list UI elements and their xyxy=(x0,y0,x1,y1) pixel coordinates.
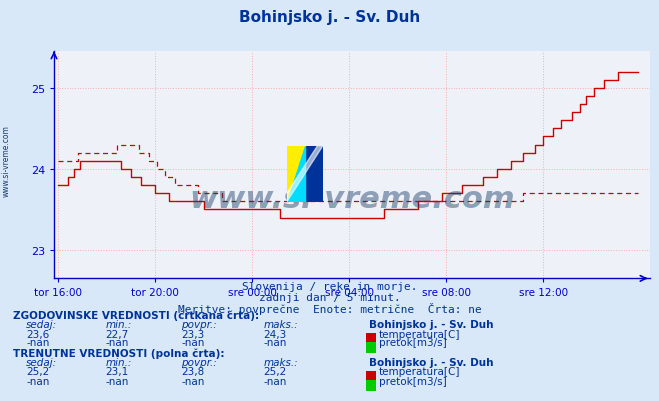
Text: Bohinjsko j. - Sv. Duh: Bohinjsko j. - Sv. Duh xyxy=(369,357,494,367)
Text: 23,6: 23,6 xyxy=(26,329,49,339)
Text: 23,1: 23,1 xyxy=(105,367,129,377)
Polygon shape xyxy=(287,146,323,203)
Text: 23,8: 23,8 xyxy=(181,367,204,377)
Text: Bohinjsko j. - Sv. Duh: Bohinjsko j. - Sv. Duh xyxy=(369,319,494,329)
Text: www.si-vreme.com: www.si-vreme.com xyxy=(189,185,515,214)
Text: ZGODOVINSKE VREDNOSTI (črtkana črta):: ZGODOVINSKE VREDNOSTI (črtkana črta): xyxy=(13,310,259,320)
Polygon shape xyxy=(287,146,304,203)
Polygon shape xyxy=(287,146,323,203)
Text: -nan: -nan xyxy=(264,338,287,348)
Text: -nan: -nan xyxy=(264,376,287,386)
Text: zadnji dan / 5 minut.: zadnji dan / 5 minut. xyxy=(258,292,401,302)
Text: -nan: -nan xyxy=(26,376,49,386)
Text: www.si-vreme.com: www.si-vreme.com xyxy=(2,125,11,196)
Text: Meritve: povprečne  Enote: metrične  Črta: ne: Meritve: povprečne Enote: metrične Črta:… xyxy=(178,302,481,314)
Text: -nan: -nan xyxy=(26,338,49,348)
Text: TRENUTNE VREDNOSTI (polna črta):: TRENUTNE VREDNOSTI (polna črta): xyxy=(13,348,225,358)
Text: maks.:: maks.: xyxy=(264,357,299,367)
Text: sedaj:: sedaj: xyxy=(26,357,57,367)
Polygon shape xyxy=(287,146,304,203)
Polygon shape xyxy=(287,146,323,203)
Text: min.:: min.: xyxy=(105,357,132,367)
Bar xyxy=(304,146,323,203)
Text: -nan: -nan xyxy=(105,376,129,386)
Text: pretok[m3/s]: pretok[m3/s] xyxy=(379,338,447,348)
Text: temperatura[C]: temperatura[C] xyxy=(379,329,461,339)
Text: temperatura[C]: temperatura[C] xyxy=(379,367,461,377)
Text: pretok[m3/s]: pretok[m3/s] xyxy=(379,376,447,386)
Text: 25,2: 25,2 xyxy=(264,367,287,377)
Text: povpr.:: povpr.: xyxy=(181,319,217,329)
Text: -nan: -nan xyxy=(181,376,204,386)
Text: maks.:: maks.: xyxy=(264,319,299,329)
Text: povpr.:: povpr.: xyxy=(181,357,217,367)
Text: sedaj:: sedaj: xyxy=(26,319,57,329)
Text: min.:: min.: xyxy=(105,319,132,329)
Text: -nan: -nan xyxy=(181,338,204,348)
Text: Bohinjsko j. - Sv. Duh: Bohinjsko j. - Sv. Duh xyxy=(239,10,420,25)
Text: Slovenija / reke in morje.: Slovenija / reke in morje. xyxy=(242,282,417,292)
Text: -nan: -nan xyxy=(105,338,129,348)
Text: 22,7: 22,7 xyxy=(105,329,129,339)
Text: 23,3: 23,3 xyxy=(181,329,204,339)
Text: 24,3: 24,3 xyxy=(264,329,287,339)
Text: 25,2: 25,2 xyxy=(26,367,49,377)
